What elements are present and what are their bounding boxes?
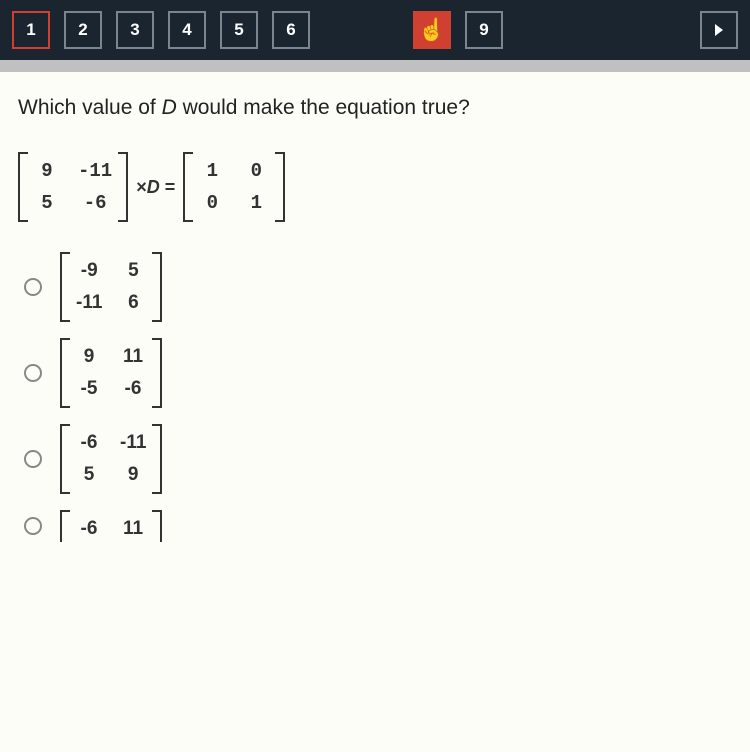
nav-q9[interactable]: 9 bbox=[465, 11, 503, 49]
equation-op: ×D = bbox=[136, 177, 175, 198]
nav-q3[interactable]: 3 bbox=[116, 11, 154, 49]
matrix-a: 9 -11 5 -6 bbox=[18, 152, 128, 222]
cell: -11 bbox=[76, 292, 102, 314]
cell: -6 bbox=[78, 192, 112, 214]
cell: -9 bbox=[76, 260, 102, 282]
option-4-matrix: -6 11 bbox=[60, 510, 162, 542]
bracket-right bbox=[152, 338, 162, 408]
cell: -6 bbox=[76, 518, 102, 540]
bracket-right bbox=[275, 152, 285, 222]
play-icon bbox=[715, 24, 723, 36]
nav-play-button[interactable] bbox=[700, 11, 738, 49]
option-2-body: 9 11 -5 -6 bbox=[70, 338, 152, 408]
equation: 9 -11 5 -6 ×D = 1 0 0 1 bbox=[18, 152, 732, 222]
bracket-left bbox=[60, 252, 70, 322]
bracket-left bbox=[60, 510, 70, 542]
option-4[interactable]: -6 11 bbox=[24, 510, 732, 542]
cell: -6 bbox=[120, 378, 146, 400]
cell: 9 bbox=[34, 160, 60, 182]
nav-q1[interactable]: 1 bbox=[12, 11, 50, 49]
option-3-body: -6 -11 5 9 bbox=[70, 424, 152, 494]
matrix-b-body: 1 0 0 1 bbox=[193, 152, 275, 222]
matrix-a-body: 9 -11 5 -6 bbox=[28, 152, 118, 222]
cell: 1 bbox=[199, 160, 225, 182]
cell: 11 bbox=[120, 346, 146, 368]
option-2[interactable]: 9 11 -5 -6 bbox=[24, 338, 732, 408]
cell: 1 bbox=[243, 192, 269, 214]
option-1-body: -9 5 -11 6 bbox=[70, 252, 152, 322]
cell: 5 bbox=[34, 192, 60, 214]
op-eq: = bbox=[165, 177, 176, 197]
bracket-left bbox=[18, 152, 28, 222]
cell: -6 bbox=[76, 432, 102, 454]
nav-current-cursor[interactable]: ☝ bbox=[413, 11, 451, 49]
cell: -5 bbox=[76, 378, 102, 400]
question-prefix: Which value of bbox=[18, 96, 162, 119]
matrix-b: 1 0 0 1 bbox=[183, 152, 285, 222]
bracket-right bbox=[152, 424, 162, 494]
bracket-left bbox=[60, 424, 70, 494]
pointer-icon: ☝ bbox=[418, 19, 445, 41]
cell: 5 bbox=[76, 464, 102, 486]
cell: 5 bbox=[120, 260, 146, 282]
question-var: D bbox=[162, 96, 177, 119]
radio-4[interactable] bbox=[24, 517, 42, 535]
cell: -11 bbox=[78, 160, 112, 182]
op-var: D bbox=[147, 177, 160, 197]
cell: -11 bbox=[120, 432, 146, 454]
cell: 6 bbox=[120, 292, 146, 314]
option-2-matrix: 9 11 -5 -6 bbox=[60, 338, 162, 408]
option-3-matrix: -6 -11 5 9 bbox=[60, 424, 162, 494]
question-nav-bar: 1 2 3 4 5 6 ☝ 9 bbox=[0, 0, 750, 60]
radio-3[interactable] bbox=[24, 450, 42, 468]
op-times: × bbox=[136, 177, 147, 197]
bracket-left bbox=[60, 338, 70, 408]
question-text: Which value of D would make the equation… bbox=[18, 96, 732, 120]
cell: 0 bbox=[199, 192, 225, 214]
bracket-right bbox=[152, 252, 162, 322]
radio-1[interactable] bbox=[24, 278, 42, 296]
bracket-right bbox=[152, 510, 162, 542]
option-1-matrix: -9 5 -11 6 bbox=[60, 252, 162, 322]
cell: 9 bbox=[120, 464, 146, 486]
cell: 0 bbox=[243, 160, 269, 182]
radio-2[interactable] bbox=[24, 364, 42, 382]
nav-q2[interactable]: 2 bbox=[64, 11, 102, 49]
bracket-left bbox=[183, 152, 193, 222]
bracket-right bbox=[118, 152, 128, 222]
nav-q5[interactable]: 5 bbox=[220, 11, 258, 49]
nav-q6[interactable]: 6 bbox=[272, 11, 310, 49]
nav-q4[interactable]: 4 bbox=[168, 11, 206, 49]
option-4-body: -6 11 bbox=[70, 510, 152, 542]
cell: 11 bbox=[120, 518, 146, 540]
question-suffix: would make the equation true? bbox=[177, 96, 470, 119]
option-1[interactable]: -9 5 -11 6 bbox=[24, 252, 732, 322]
question-content: Which value of D would make the equation… bbox=[0, 72, 750, 752]
option-3[interactable]: -6 -11 5 9 bbox=[24, 424, 732, 494]
cell: 9 bbox=[76, 346, 102, 368]
